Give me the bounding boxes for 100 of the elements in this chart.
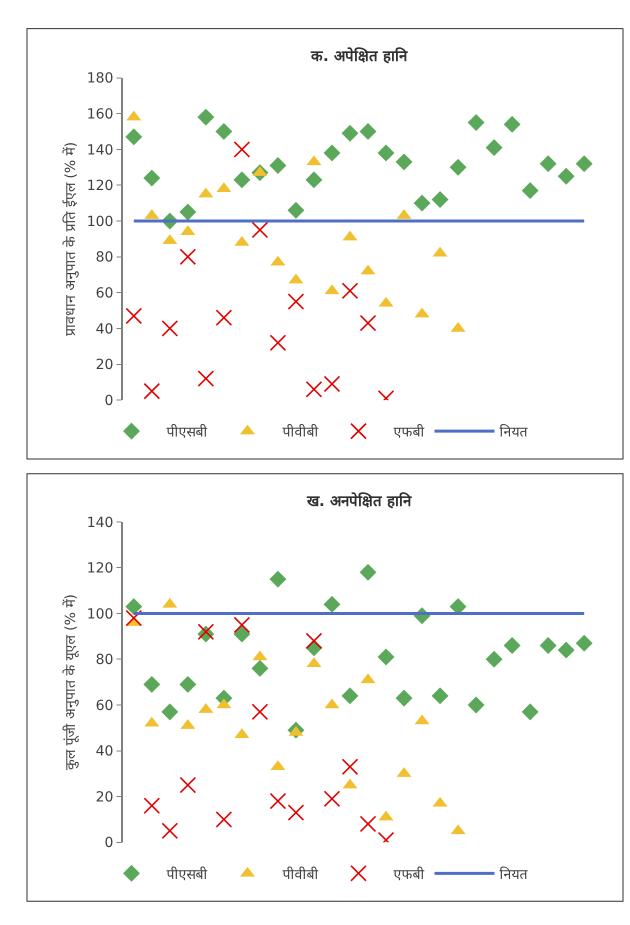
point xyxy=(324,376,340,392)
point xyxy=(251,660,268,677)
point xyxy=(144,797,160,814)
y-tick-label: 160 xyxy=(86,106,114,122)
point xyxy=(270,334,286,352)
point xyxy=(215,123,232,140)
point xyxy=(486,139,503,156)
y-tick-label: 140 xyxy=(86,514,114,531)
y-axis-title: प्रावधान अनुपात के प्रति ईएल (% में) xyxy=(62,142,79,336)
y-tick-label: 20 xyxy=(96,357,114,374)
y-tick-label: 180 xyxy=(86,70,114,87)
y-tick-label: 0 xyxy=(104,835,114,852)
legend-label: नियत xyxy=(500,866,528,883)
legend-label: पीएसबी xyxy=(166,866,208,883)
point xyxy=(414,194,430,212)
point xyxy=(288,293,304,310)
point xyxy=(576,155,593,172)
point xyxy=(468,114,485,131)
point xyxy=(342,124,358,142)
point xyxy=(378,144,394,162)
point xyxy=(504,637,521,654)
chart-title: क. अपेक्षित हानि xyxy=(310,47,408,65)
point xyxy=(179,204,196,221)
y-tick-label: 0 xyxy=(104,392,114,409)
y-tick-label: 40 xyxy=(96,321,114,338)
point xyxy=(468,696,485,714)
point xyxy=(162,320,178,337)
point xyxy=(558,642,575,659)
point xyxy=(144,382,160,400)
y-tick-label: 60 xyxy=(96,286,114,302)
y-tick-label: 40 xyxy=(96,744,114,760)
point xyxy=(324,144,340,162)
point xyxy=(360,314,376,332)
y-tick-label: 140 xyxy=(86,142,114,158)
point xyxy=(504,116,521,133)
point xyxy=(143,170,160,186)
point xyxy=(522,703,539,720)
point xyxy=(179,676,196,693)
point xyxy=(233,171,250,188)
y-axis-title: कुल पूंजी अनुपात के यूएल (% में) xyxy=(62,594,79,770)
y-tick-label: 80 xyxy=(96,250,114,266)
point xyxy=(162,822,178,840)
point xyxy=(342,758,358,776)
point xyxy=(396,690,412,707)
point xyxy=(486,650,503,668)
y-tick-label: 120 xyxy=(86,560,114,577)
point xyxy=(360,816,376,832)
y-tick-label: 100 xyxy=(86,214,114,230)
point xyxy=(216,309,232,326)
point xyxy=(161,703,178,720)
point xyxy=(288,804,304,821)
point xyxy=(432,191,449,208)
point xyxy=(522,182,539,200)
point xyxy=(269,157,286,174)
point xyxy=(360,564,376,581)
legend-label: नियत xyxy=(500,424,528,441)
point xyxy=(306,381,322,398)
point xyxy=(396,153,412,170)
point xyxy=(324,596,340,613)
y-tick-label: 20 xyxy=(96,789,114,806)
point xyxy=(324,790,340,808)
point xyxy=(288,202,304,219)
point xyxy=(252,704,268,720)
y-tick-label: 60 xyxy=(96,698,114,714)
point xyxy=(306,632,322,650)
point xyxy=(198,370,214,387)
point xyxy=(540,155,557,172)
point xyxy=(360,123,376,140)
point xyxy=(125,598,142,616)
point xyxy=(126,308,142,324)
point xyxy=(234,616,250,634)
point xyxy=(558,168,575,185)
point xyxy=(576,634,593,652)
y-tick-label: 120 xyxy=(86,178,114,194)
point xyxy=(432,687,449,704)
legend-label: एफबी xyxy=(394,424,424,441)
point xyxy=(126,610,142,626)
point xyxy=(306,171,322,188)
point xyxy=(197,108,214,126)
point xyxy=(540,637,557,654)
legend-label: पीवीबी xyxy=(282,866,318,883)
point xyxy=(180,248,196,266)
point xyxy=(378,648,394,666)
point xyxy=(125,128,142,146)
point xyxy=(342,282,358,300)
point xyxy=(234,141,250,158)
point xyxy=(143,676,160,693)
legend-label: पीवीबी xyxy=(282,424,318,441)
point xyxy=(342,687,358,704)
legend-label: पीएसबी xyxy=(166,424,208,441)
point xyxy=(216,811,232,828)
point xyxy=(270,792,286,810)
point xyxy=(269,570,286,588)
y-tick-label: 80 xyxy=(96,652,114,668)
chart-title: ख. अनपेक्षित हानि xyxy=(306,492,412,510)
point xyxy=(450,158,467,176)
legend-label: एफबी xyxy=(394,866,424,883)
point xyxy=(233,626,250,643)
point xyxy=(180,776,196,794)
y-tick-label: 100 xyxy=(86,606,114,622)
